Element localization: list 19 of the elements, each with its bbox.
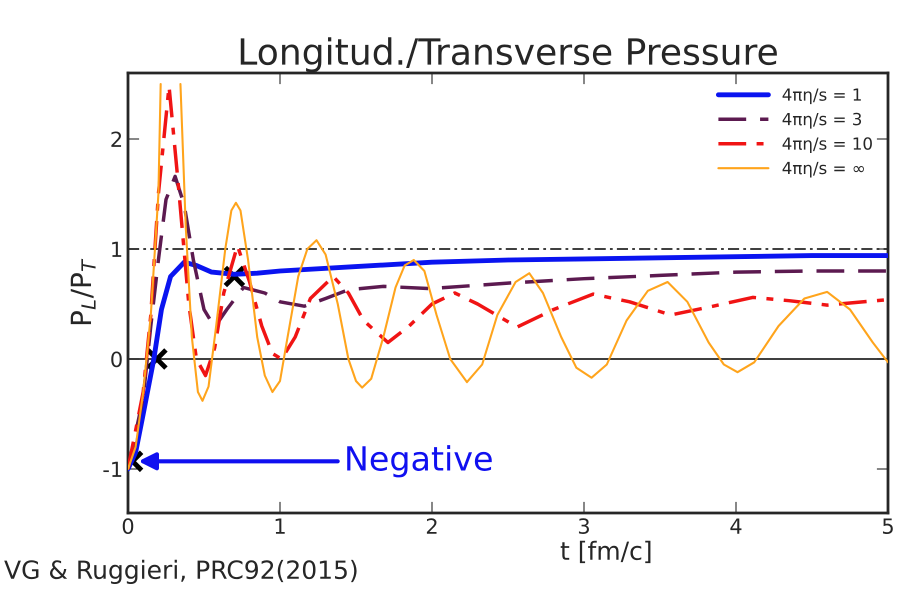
legend-label: 4πη/s = ∞ (782, 162, 864, 178)
legend-label: 4πη/s = 3 (782, 112, 862, 129)
annotation: Negative (347, 445, 492, 478)
x-tick-label: 2 (426, 518, 437, 534)
x-tick-label: 5 (882, 518, 893, 534)
x-tick-label: 3 (578, 518, 589, 534)
x-tick-label: 0 (122, 518, 134, 534)
x-tick-label: 1 (276, 518, 285, 534)
y-tick-label: 2 (111, 131, 122, 147)
text: VG & Ruggieri, PRC92(2015) (4, 560, 357, 584)
y-tick-label: -1 (103, 462, 122, 477)
legend-label: 4πη/s = 1 (782, 88, 861, 104)
y-axis-title: P$_{L}$/P$_{T}$ (70, 258, 96, 324)
legend-label: 4πη/s = 10 (782, 137, 872, 154)
y-tick-label: 1 (112, 242, 122, 257)
x-axis-title: t [fm/c] (560, 540, 650, 564)
x-tick-label: 4 (730, 518, 742, 534)
y-tick-label: 0 (111, 351, 122, 368)
chart-title: Longitud./Transverse Pressure (240, 37, 777, 72)
